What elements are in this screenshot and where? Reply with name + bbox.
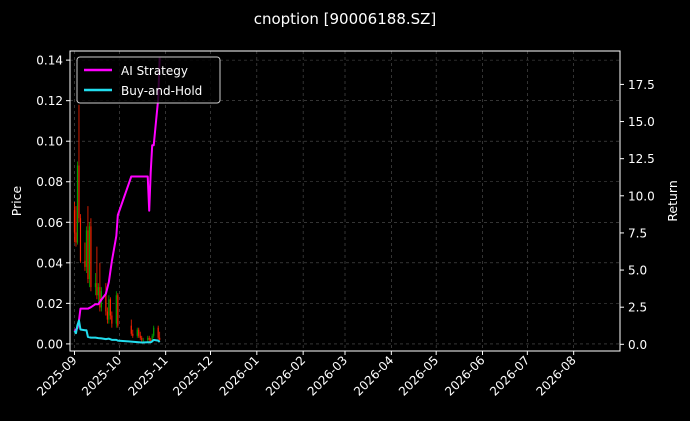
candle-body (157, 327, 159, 338)
candle-body (142, 339, 144, 341)
candle-body (88, 226, 91, 280)
y-axis-right-label: Return (665, 180, 680, 221)
y-left-tick-label: 0.10 (36, 135, 63, 149)
y-right-tick-label: 12.5 (628, 152, 655, 166)
candle-body (84, 260, 86, 267)
y-axis-left-label: Price (9, 185, 24, 216)
candlesticks (73, 104, 161, 342)
candle-body (87, 230, 89, 280)
candle-body (109, 299, 111, 316)
candle-body (150, 339, 152, 341)
grid-layer (70, 51, 620, 351)
candle-body (147, 337, 149, 340)
candle-body (108, 299, 110, 320)
y-left-tick-label: 0.06 (36, 216, 63, 230)
y-right-tick-label: 7.5 (628, 226, 647, 240)
y-axis-right: 0.0 2.5 5.0 7.5 10.0 12.5 15.0 17.5 (620, 78, 655, 352)
y-right-tick-label: 17.5 (628, 78, 655, 92)
candle-body (106, 311, 108, 320)
candle-body (75, 232, 77, 243)
legend-label-buy-and-hold: Buy-and-Hold (121, 84, 202, 98)
candle-body (117, 295, 119, 326)
candle-body (90, 226, 92, 288)
y-right-tick-label: 10.0 (628, 189, 655, 203)
y-right-tick-label: 0.0 (628, 338, 647, 352)
ai-strategy-line (73, 57, 161, 332)
candle-body (76, 165, 79, 243)
candle-body (115, 295, 117, 324)
candle-body (105, 291, 107, 312)
candle-body (94, 283, 97, 288)
y-right-tick-label: 15.0 (628, 115, 655, 129)
y-left-tick-label: 0.02 (36, 297, 63, 311)
candle-body (78, 165, 80, 219)
candle-body (130, 325, 132, 334)
candle-body (136, 329, 138, 336)
y-axis-left: 0.00 0.02 0.04 0.06 0.08 0.10 0.12 0.14 (36, 54, 70, 351)
y-right-tick-label: 5.0 (628, 264, 647, 278)
candle-body (138, 329, 140, 336)
buy-and-hold-line (73, 319, 161, 344)
candle-body (73, 210, 76, 233)
y-left-tick-label: 0.00 (36, 337, 63, 351)
legend-box (76, 56, 221, 104)
candle-body (139, 335, 141, 338)
candle-body (85, 230, 88, 267)
candle-body (79, 218, 82, 261)
legend-label-ai-strategy: AI Strategy (121, 64, 188, 78)
y-left-tick-label: 0.04 (36, 256, 63, 270)
candle-body (111, 315, 113, 324)
candle-body (151, 335, 153, 341)
series-lines (73, 57, 161, 344)
y-left-tick-label: 0.14 (36, 54, 63, 68)
candle-body (141, 337, 143, 340)
y-left-tick-label: 0.12 (36, 94, 63, 108)
candle-body (97, 287, 99, 296)
candle-body (148, 337, 150, 340)
legend: AI Strategy Buy-and-Hold (76, 56, 221, 104)
y-left-tick-label: 0.08 (36, 175, 63, 189)
candle-body (99, 287, 101, 308)
candle-body (159, 337, 161, 340)
candle-body (96, 283, 98, 296)
chart-title: cnoption [90006188.SZ] (254, 10, 437, 28)
y-right-tick-label: 2.5 (628, 301, 647, 315)
candle-body (153, 327, 155, 336)
candle-body (132, 333, 134, 336)
